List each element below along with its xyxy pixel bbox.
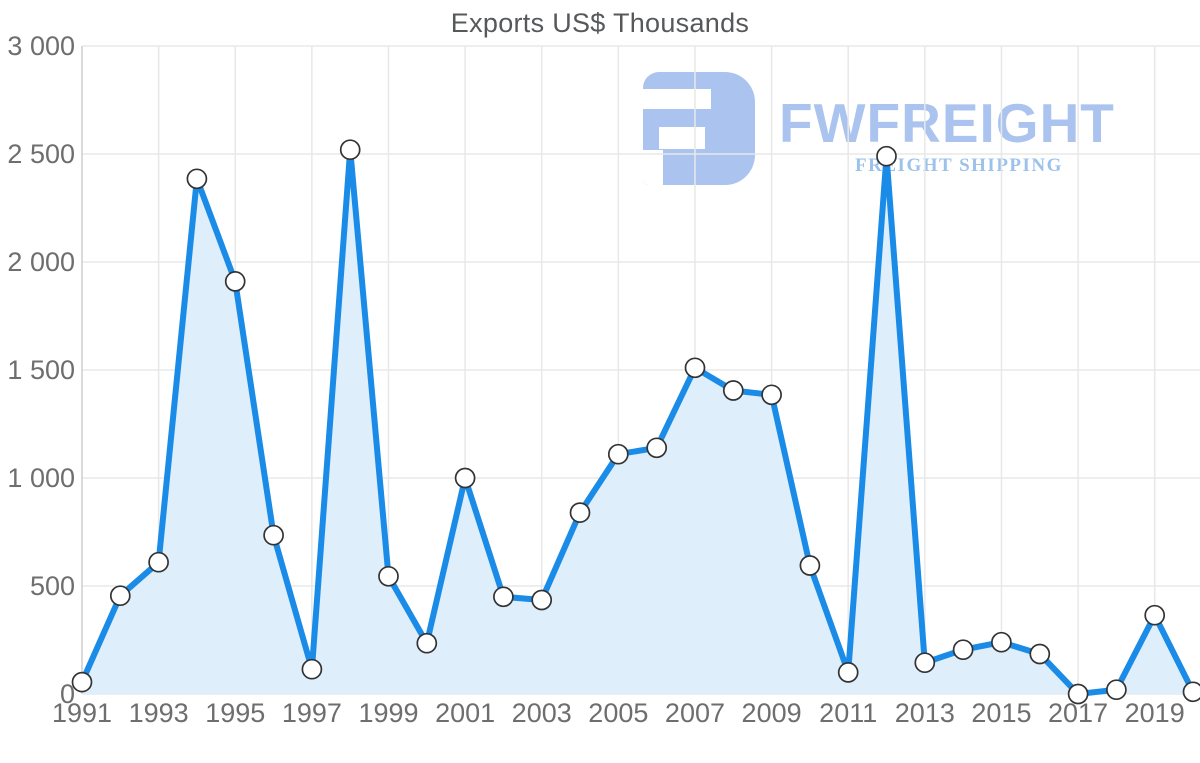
- x-tick-label: 1991: [52, 698, 112, 728]
- x-tick-label: 2005: [588, 698, 648, 728]
- y-tick-label: 0: [60, 679, 75, 709]
- data-point-marker[interactable]: [761, 384, 782, 406]
- fwfreight-logo-icon: [643, 72, 755, 185]
- fwfreight-tagline-text: FREIGHT SHIPPING: [855, 155, 1063, 176]
- data-point-marker[interactable]: [1067, 683, 1089, 705]
- x-tick-label: 2009: [742, 698, 802, 728]
- fwfreight-brand-text: FWFREIGHT: [779, 92, 1115, 154]
- x-tick-label: 2019: [1125, 698, 1185, 728]
- y-tick-label: 1 500: [7, 355, 75, 385]
- data-point-marker[interactable]: [109, 585, 131, 607]
- x-tick-label: 2007: [665, 698, 725, 728]
- x-tick-label: 2015: [971, 698, 1031, 728]
- data-point-marker[interactable]: [646, 437, 668, 459]
- y-tick-label: 3 000: [7, 31, 75, 61]
- data-point-marker[interactable]: [301, 658, 323, 680]
- y-tick-label: 2 000: [7, 247, 75, 277]
- data-point-marker[interactable]: [684, 357, 706, 379]
- data-point-marker[interactable]: [837, 662, 859, 683]
- data-point-marker[interactable]: [71, 671, 93, 693]
- chart-title: Exports US$ Thousands: [450, 8, 750, 38]
- data-point-marker[interactable]: [493, 586, 514, 608]
- y-tick-label: 1 000: [7, 463, 75, 493]
- data-point-marker[interactable]: [722, 380, 744, 401]
- data-point-marker[interactable]: [1029, 643, 1051, 665]
- data-point-marker[interactable]: [186, 168, 208, 190]
- data-point-marker[interactable]: [607, 443, 629, 465]
- data-point-marker[interactable]: [1144, 604, 1166, 626]
- data-point-marker[interactable]: [531, 589, 553, 611]
- y-tick-label: 500: [30, 571, 75, 601]
- x-tick-label: 1995: [205, 698, 265, 728]
- logo-icon-notch: [643, 150, 663, 185]
- data-point-marker[interactable]: [799, 555, 821, 576]
- data-point-marker[interactable]: [952, 639, 974, 661]
- data-point-marker[interactable]: [339, 139, 361, 161]
- x-tick-label: 2011: [819, 698, 877, 728]
- y-tick-label: 2 500: [7, 139, 75, 169]
- x-tick-label: 1997: [282, 698, 342, 728]
- data-point-marker[interactable]: [569, 502, 591, 523]
- area-fill: [82, 149, 1193, 694]
- x-tick-label: 2003: [512, 698, 572, 728]
- data-point-marker[interactable]: [378, 565, 399, 587]
- data-point-marker[interactable]: [454, 467, 476, 489]
- data-point-marker[interactable]: [876, 145, 897, 167]
- x-tick-label: 2001: [435, 698, 495, 728]
- x-tick-label: 1999: [358, 698, 418, 728]
- logo-icon-notch: [643, 89, 711, 109]
- data-point-marker[interactable]: [263, 524, 284, 546]
- data-point-marker[interactable]: [416, 632, 438, 654]
- data-point-marker[interactable]: [991, 631, 1012, 653]
- data-point-marker[interactable]: [1182, 681, 1200, 703]
- data-point-marker[interactable]: [1106, 679, 1127, 701]
- x-tick-label: 1993: [129, 698, 189, 728]
- logo-icon-notch: [659, 127, 705, 149]
- data-point-marker[interactable]: [914, 652, 936, 674]
- data-point-marker[interactable]: [148, 551, 169, 573]
- x-tick-label: 2013: [895, 698, 955, 728]
- data-point-marker[interactable]: [224, 271, 246, 292]
